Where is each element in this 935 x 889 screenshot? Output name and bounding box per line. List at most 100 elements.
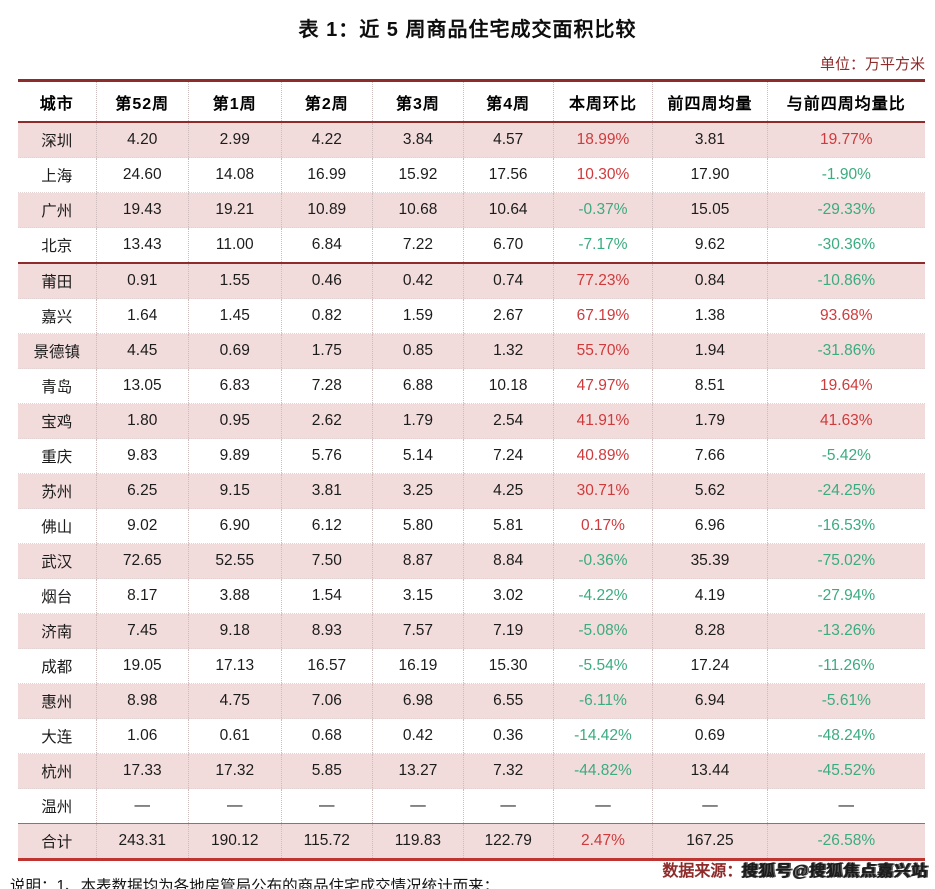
value-cell: 3.25 <box>372 473 464 509</box>
notes-label: 说明： <box>10 878 57 889</box>
value-cell: -4.22% <box>552 578 653 614</box>
value-cell: -0.36% <box>552 543 653 579</box>
value-cell: 1.64 <box>95 298 189 334</box>
value-cell: 15.92 <box>372 157 464 193</box>
city-cell: 杭州 <box>18 753 96 789</box>
value-cell: 0.42 <box>372 718 464 754</box>
value-cell: 4.20 <box>95 122 189 158</box>
value-cell: 6.96 <box>652 508 768 544</box>
value-cell: -7.17% <box>552 227 653 264</box>
value-cell: 0.85 <box>372 333 464 369</box>
col-header-5: 第4周 <box>462 80 554 123</box>
value-cell: 7.45 <box>95 613 189 649</box>
city-cell: 惠州 <box>18 683 96 719</box>
value-cell: 7.22 <box>372 227 464 264</box>
value-cell: 2.99 <box>188 122 281 158</box>
value-cell: 13.44 <box>652 753 768 789</box>
city-cell: 深圳 <box>18 122 96 158</box>
value-cell: 24.60 <box>95 157 189 193</box>
col-header-3: 第2周 <box>280 80 373 123</box>
table-row: 上海 24.60 14.08 16.99 15.92 17.56 10.30% 17.90 -1… <box>18 157 925 193</box>
table-header-row: 城市 第52周 第1周 第2周 第3周 第4周 本周环比 前四周均量 与前四周均量比 <box>18 80 925 123</box>
value-cell: 4.22 <box>280 122 373 158</box>
value-cell: -75.02% <box>766 543 925 579</box>
value-cell: 0.82 <box>280 298 373 334</box>
value-cell: 16.57 <box>280 648 373 684</box>
value-cell: 1.45 <box>188 298 281 334</box>
value-cell: 6.84 <box>280 227 373 264</box>
value-cell: -48.24% <box>766 718 925 754</box>
value-cell: 8.28 <box>652 613 768 649</box>
value-cell: 1.38 <box>652 298 768 334</box>
value-cell: 2.62 <box>280 403 373 439</box>
table-row: 莆田 0.91 1.55 0.46 0.42 0.74 77.23% 0.84 -10.86% <box>18 263 925 299</box>
value-cell: 19.64% <box>766 368 925 404</box>
city-cell: 温州 <box>18 788 96 824</box>
city-cell: 莆田 <box>18 263 96 299</box>
city-cell: 大连 <box>18 718 96 754</box>
value-cell: -45.52% <box>766 753 925 789</box>
value-cell: 3.15 <box>372 578 464 614</box>
value-cell: -24.25% <box>766 473 925 509</box>
col-header-1: 第52周 <box>95 80 189 123</box>
value-cell: -16.53% <box>766 508 925 544</box>
value-cell: 40.89% <box>552 438 653 474</box>
value-cell: -5.08% <box>552 613 653 649</box>
value-cell: 3.81 <box>280 473 373 509</box>
value-cell: 3.88 <box>188 578 281 614</box>
value-cell: 18.99% <box>552 122 653 158</box>
value-cell: 0.91 <box>95 263 189 299</box>
city-cell: 济南 <box>18 613 96 649</box>
value-cell: 0.36 <box>462 718 554 754</box>
value-cell: 3.84 <box>372 122 464 158</box>
value-cell: 6.90 <box>188 508 281 544</box>
value-cell: 6.25 <box>95 473 189 509</box>
value-cell: 0.68 <box>280 718 373 754</box>
value-cell: — <box>280 788 373 824</box>
value-cell: 115.72 <box>280 823 373 860</box>
value-cell: 7.50 <box>280 543 373 579</box>
city-cell: 嘉兴 <box>18 298 96 334</box>
table-row: 大连 1.06 0.61 0.68 0.42 0.36 -14.42% 0.69 -48.24% <box>18 718 925 754</box>
value-cell: 0.84 <box>652 263 768 299</box>
value-cell: 17.13 <box>188 648 281 684</box>
city-cell: 北京 <box>18 227 96 264</box>
value-cell: -29.33% <box>766 192 925 228</box>
value-cell: 15.05 <box>652 192 768 228</box>
value-cell: 52.55 <box>188 543 281 579</box>
data-source-label: 数据来源： <box>662 863 743 880</box>
value-cell: — <box>552 788 653 824</box>
value-cell: 122.79 <box>462 823 554 860</box>
value-cell: 41.63% <box>766 403 925 439</box>
value-cell: -31.86% <box>766 333 925 369</box>
value-cell: 1.55 <box>188 263 281 299</box>
value-cell: -11.26% <box>766 648 925 684</box>
value-cell: 7.57 <box>372 613 464 649</box>
value-cell: 4.19 <box>652 578 768 614</box>
value-cell: -27.94% <box>766 578 925 614</box>
value-cell: 5.76 <box>280 438 373 474</box>
value-cell: — <box>462 788 554 824</box>
city-cell: 景德镇 <box>18 333 96 369</box>
value-cell: 19.05 <box>95 648 189 684</box>
value-cell: 7.28 <box>280 368 373 404</box>
value-cell: 6.94 <box>652 683 768 719</box>
table-row: 宝鸡 1.80 0.95 2.62 1.79 2.54 41.91% 1.79 41.63% <box>18 403 925 439</box>
value-cell: 0.69 <box>652 718 768 754</box>
value-cell: 243.31 <box>95 823 189 860</box>
value-cell: 55.70% <box>552 333 653 369</box>
value-cell: 19.77% <box>766 122 925 158</box>
value-cell: -30.36% <box>766 227 925 264</box>
value-cell: 1.32 <box>462 333 554 369</box>
value-cell: 1.75 <box>280 333 373 369</box>
value-cell: 17.56 <box>462 157 554 193</box>
value-cell: 9.15 <box>188 473 281 509</box>
value-cell: — <box>188 788 281 824</box>
value-cell: 5.80 <box>372 508 464 544</box>
value-cell: 1.94 <box>652 333 768 369</box>
city-cell: 上海 <box>18 157 96 193</box>
value-cell: -0.37% <box>552 192 653 228</box>
table-row: 北京 13.43 11.00 6.84 7.22 6.70 -7.17% 9.62 -30.36… <box>18 227 925 264</box>
value-cell: 77.23% <box>552 263 653 299</box>
city-cell: 烟台 <box>18 578 96 614</box>
